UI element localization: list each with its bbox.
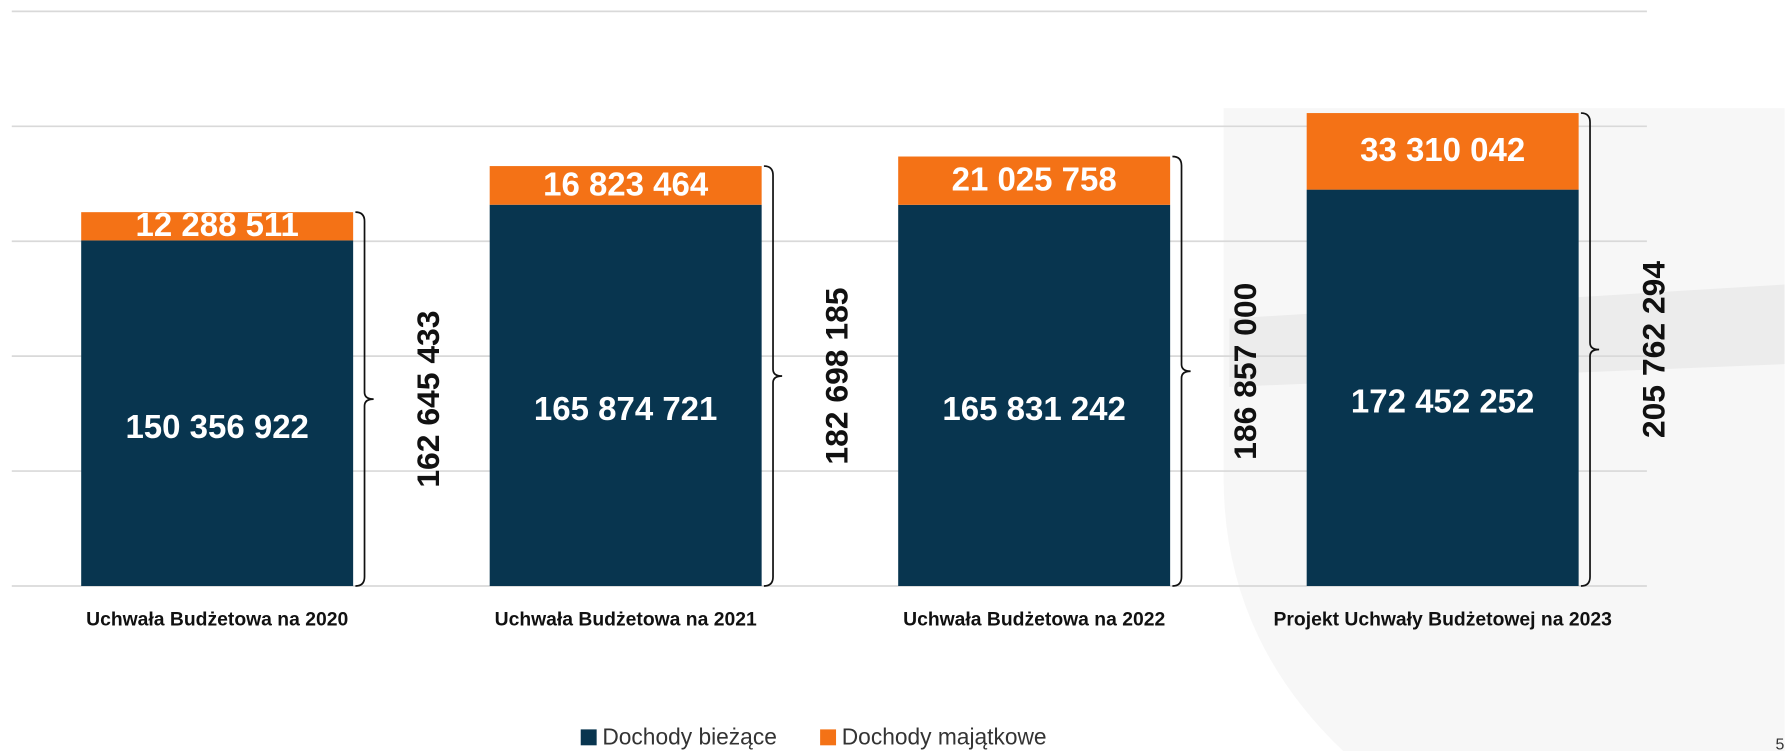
bar-segment bbox=[489, 166, 762, 205]
page-number: 5 bbox=[1775, 737, 1784, 751]
data-label: 150 356 922 bbox=[125, 408, 308, 445]
bar-segment bbox=[81, 212, 354, 241]
total-label: 186 857 000 bbox=[1227, 283, 1263, 460]
data-label: 12 288 511 bbox=[136, 206, 299, 243]
total-label: 205 762 294 bbox=[1635, 261, 1671, 438]
total-label: 182 698 185 bbox=[818, 287, 854, 464]
total-brace bbox=[763, 165, 783, 587]
total-brace bbox=[355, 211, 374, 587]
legend-label: Dochody bieżące bbox=[602, 723, 777, 749]
data-label: 21 025 758 bbox=[952, 161, 1117, 198]
total-brace bbox=[1172, 155, 1191, 587]
bar-segment bbox=[81, 240, 354, 587]
data-label: 16 823 464 bbox=[543, 165, 709, 202]
bar-segment bbox=[898, 204, 1171, 587]
bar-segment bbox=[898, 156, 1171, 205]
legend-label: Dochody majątkowe bbox=[842, 723, 1047, 749]
x-tick-label: Uchwała Budżetowa na 2020 bbox=[86, 608, 348, 630]
total-label: 162 645 433 bbox=[410, 311, 446, 488]
data-label: 33 310 042 bbox=[1360, 131, 1525, 168]
legend-swatch bbox=[820, 729, 837, 746]
total-brace bbox=[1580, 112, 1600, 587]
legend-swatch bbox=[580, 729, 597, 746]
data-label: 172 452 252 bbox=[1351, 382, 1534, 419]
data-label: 165 831 242 bbox=[942, 390, 1125, 427]
bar-segment bbox=[489, 204, 762, 587]
x-tick-label: Projekt Uchwały Budżetowej na 2023 bbox=[1273, 608, 1612, 630]
x-tick-label: Uchwała Budżetowa na 2022 bbox=[903, 608, 1165, 630]
bar-segment bbox=[1306, 113, 1579, 190]
bar-segment bbox=[1306, 189, 1579, 587]
x-tick-label: Uchwała Budżetowa na 2021 bbox=[495, 608, 757, 630]
data-label: 165 874 721 bbox=[534, 390, 717, 427]
